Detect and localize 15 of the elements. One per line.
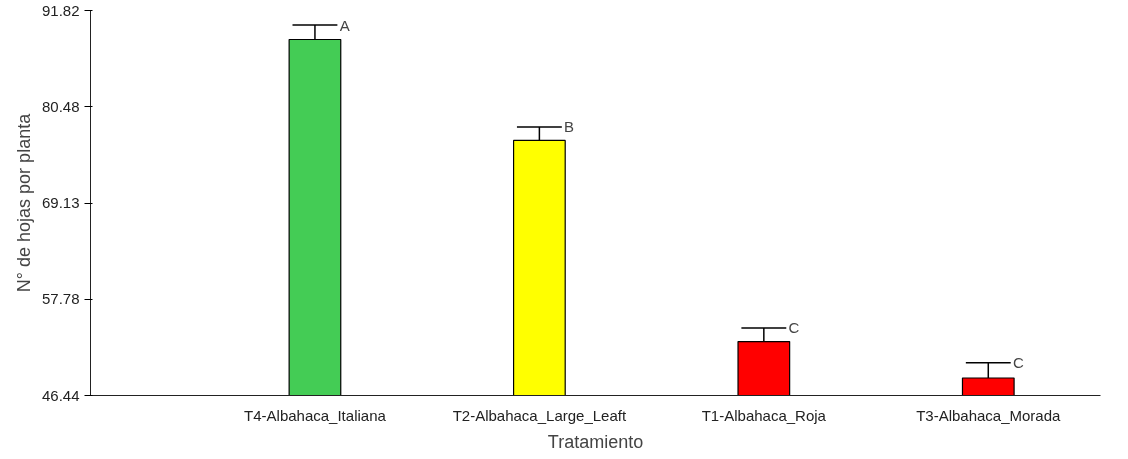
annotation: C [788,319,800,337]
y-tick-label: 80.48 [41,97,80,115]
y-tick-label: 69.13 [41,194,80,211]
x-tick-label: T3-Albahaca_Morada [916,406,1062,424]
annotation: A [339,16,350,34]
y-tick-label: 57.78 [41,290,80,308]
y-axis-title: N° de hojas por planta [13,112,34,293]
y-tick-label: 91.82 [41,1,80,19]
x-axis-title: Tratamiento [547,431,644,452]
y-tick-label: 46.44 [41,386,80,404]
x-tick-label: T1-Albahaca_Roja [701,406,827,424]
x-tick-label: T4-Albahaca_Italiana [244,406,387,424]
x-tick-label: T2-Albahaca_Large_Leaft [452,406,627,424]
annotation: C [1012,354,1024,372]
annotation: B [564,118,575,136]
